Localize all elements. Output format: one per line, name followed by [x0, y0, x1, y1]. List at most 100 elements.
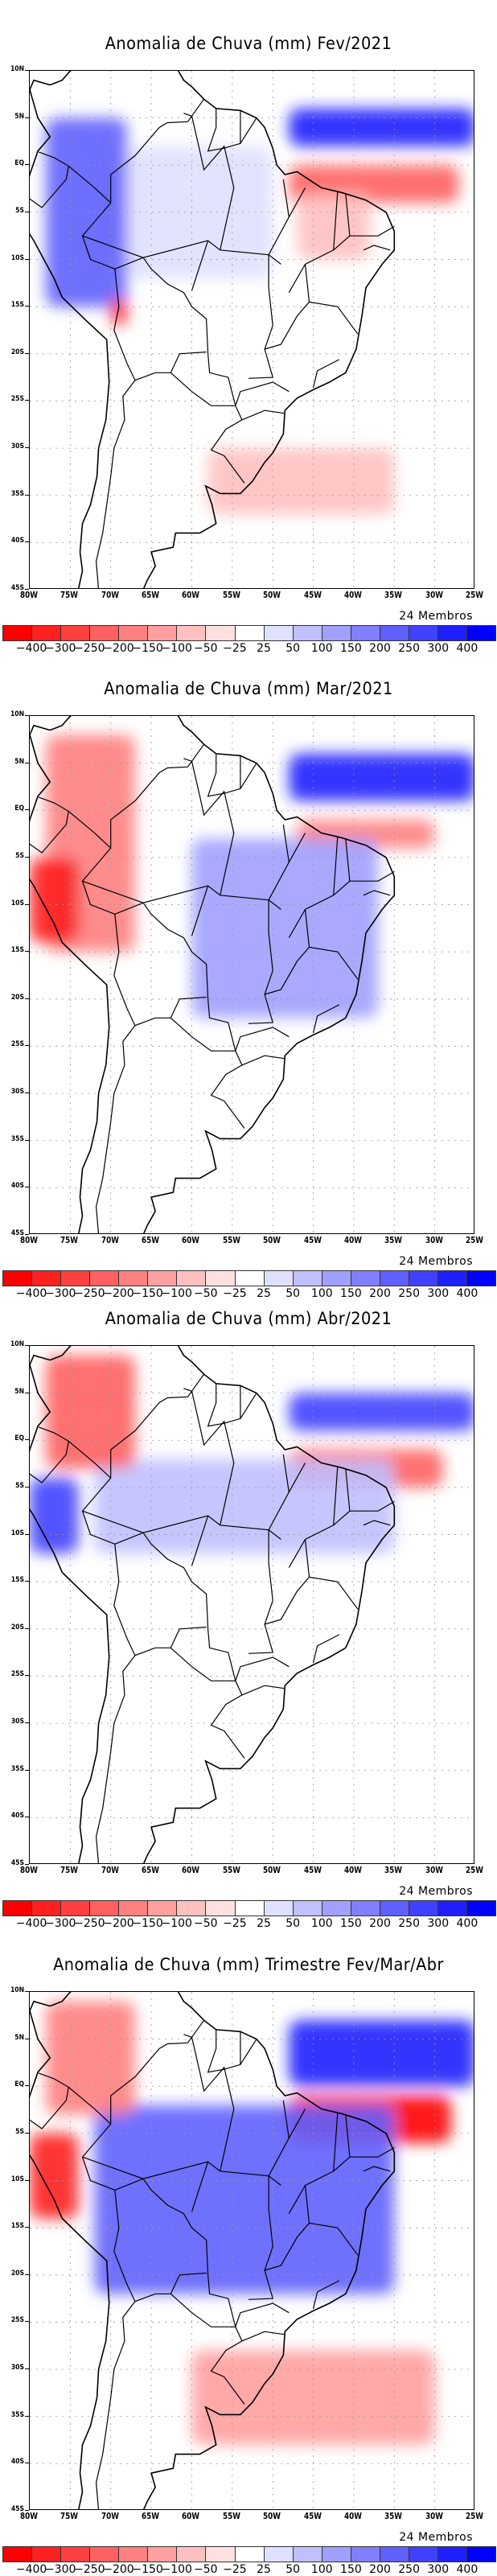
- political-border: [95, 380, 136, 588]
- latitude-label: 5S: [15, 2127, 24, 2136]
- east-coastline: [49, 1992, 396, 2509]
- political-border: [312, 359, 340, 389]
- map-area: [29, 70, 474, 589]
- colorbar-swatch: [437, 626, 467, 640]
- colorbar-tick-label: −100: [161, 1287, 192, 1300]
- colorbar-swatch: [409, 2547, 438, 2562]
- colorbar-swatch: [351, 1271, 380, 1286]
- political-border: [349, 2146, 395, 2158]
- colorbar-tick-label: −150: [132, 2563, 163, 2576]
- latitude-label: 10N: [10, 65, 24, 73]
- latitude-label: 10N: [10, 710, 24, 718]
- latitude-label: 20S: [10, 2269, 24, 2278]
- latitude-label: 5N: [14, 1387, 24, 1396]
- colorbar-tick-label: 300: [427, 642, 450, 655]
- longitude-label: 35W: [384, 2511, 403, 2521]
- longitude-label: 25W: [466, 1865, 483, 1875]
- political-border: [191, 116, 235, 250]
- colorbar-swatch: [351, 626, 380, 640]
- latitude-tick: [25, 589, 29, 590]
- colorbar-tick-label: −200: [103, 2563, 134, 2576]
- latitude-tick: [25, 2179, 29, 2181]
- colorbar-tick-label: 100: [310, 1917, 333, 1930]
- latitude-label: 30S: [10, 1718, 24, 1726]
- latitude-tick: [25, 2321, 29, 2323]
- latitude-tick: [25, 951, 29, 953]
- colorbar-tick-label: −150: [132, 1287, 163, 1300]
- political-border: [240, 763, 257, 789]
- political-border: [312, 2280, 340, 2310]
- political-border: [191, 240, 209, 291]
- colorbar-swatch: [264, 1271, 294, 1286]
- latitude-label: 5S: [15, 851, 24, 860]
- political-border: [241, 1055, 285, 1066]
- political-border: [248, 1529, 273, 1654]
- latitude-label: 25S: [10, 2316, 24, 2325]
- east-coastline: [49, 716, 396, 1233]
- longitude-label: 45W: [303, 1235, 322, 1245]
- colorbar-tick-label: 250: [398, 2563, 420, 2576]
- latitude-tick: [25, 1486, 29, 1488]
- latitude-tick: [25, 1722, 29, 1724]
- political-border: [68, 2086, 112, 2125]
- latitude-label: 15S: [10, 301, 24, 310]
- colorbar-swatch: [409, 626, 438, 640]
- latitude-label: 35S: [10, 489, 24, 498]
- amazon-positive: [94, 1459, 395, 1553]
- longitude-label: 60W: [182, 2511, 200, 2521]
- latitude-label: 5N: [14, 112, 24, 121]
- latitude-tick: [25, 1234, 29, 1235]
- longitude-label: 80W: [20, 1865, 38, 1875]
- longitude-label: 60W: [182, 1865, 200, 1875]
- colorbar-tick-label: −50: [194, 1287, 218, 1300]
- colorbar-tick-label: −250: [74, 642, 105, 655]
- longitude-label: 55W: [222, 1235, 240, 1245]
- political-border: [191, 2037, 235, 2171]
- political-border: [363, 245, 391, 251]
- colorbar-swatch: [148, 1901, 178, 1916]
- colorbar-swatch: [119, 1901, 149, 1916]
- longitude-label: 75W: [60, 2511, 79, 2521]
- political-border: [30, 1426, 69, 1483]
- political-border: [248, 2175, 273, 2300]
- longitude-label: 55W: [222, 2511, 240, 2521]
- colorbar-swatch: [467, 1271, 496, 1286]
- colorbar-swatch: [177, 1271, 207, 1286]
- colorbar-tick-label: −50: [194, 642, 218, 655]
- political-border: [288, 191, 339, 293]
- colorbar-swatch: [177, 626, 207, 640]
- colorbar-tick-label: −400: [15, 1287, 47, 1300]
- longitude-label: 25W: [466, 1235, 483, 1245]
- longitude-label: 75W: [60, 1235, 79, 1245]
- latitude-label: 20S: [10, 1623, 24, 1632]
- colorbar-swatch: [322, 1271, 351, 1286]
- colorbar-tick-label: 50: [285, 1287, 301, 1300]
- colorbar-tick-label: −300: [45, 2563, 76, 2576]
- atlantic-itcz-north-positive: [289, 1393, 474, 1431]
- colorbar-tick-label: 25: [257, 1287, 271, 1300]
- latitude-label: 25S: [10, 1040, 24, 1049]
- latitude-tick: [25, 809, 29, 811]
- political-border: [248, 899, 273, 1024]
- longitude-label: 50W: [263, 1865, 281, 1875]
- panel-title: Anomalia de Chuva (mm) Abr/2021: [105, 1309, 392, 1328]
- south-atlantic-negative-band: [207, 448, 395, 515]
- latitude-label: EQ: [14, 1434, 24, 1443]
- longitude-label: 45W: [303, 1865, 322, 1875]
- colorbar-tick-label: 250: [398, 642, 420, 655]
- colorbar-swatch: [293, 1271, 322, 1286]
- latitude-label: 20S: [10, 348, 24, 356]
- latitude-tick: [25, 2132, 29, 2134]
- colorbar-tick-label: −25: [223, 642, 247, 655]
- colorbar-tick-label: 50: [285, 2563, 301, 2576]
- longitude-label: 50W: [263, 590, 281, 600]
- colorbar-swatch: [90, 1901, 120, 1916]
- colorbar-swatch: [322, 1901, 351, 1916]
- political-border: [95, 1025, 136, 1233]
- political-border: [288, 833, 306, 863]
- political-border: [30, 796, 69, 854]
- colorbar-tick-label: 400: [456, 1917, 479, 1930]
- anomaly-map: [29, 70, 474, 589]
- political-border: [113, 1544, 207, 1656]
- latitude-tick: [25, 1627, 29, 1629]
